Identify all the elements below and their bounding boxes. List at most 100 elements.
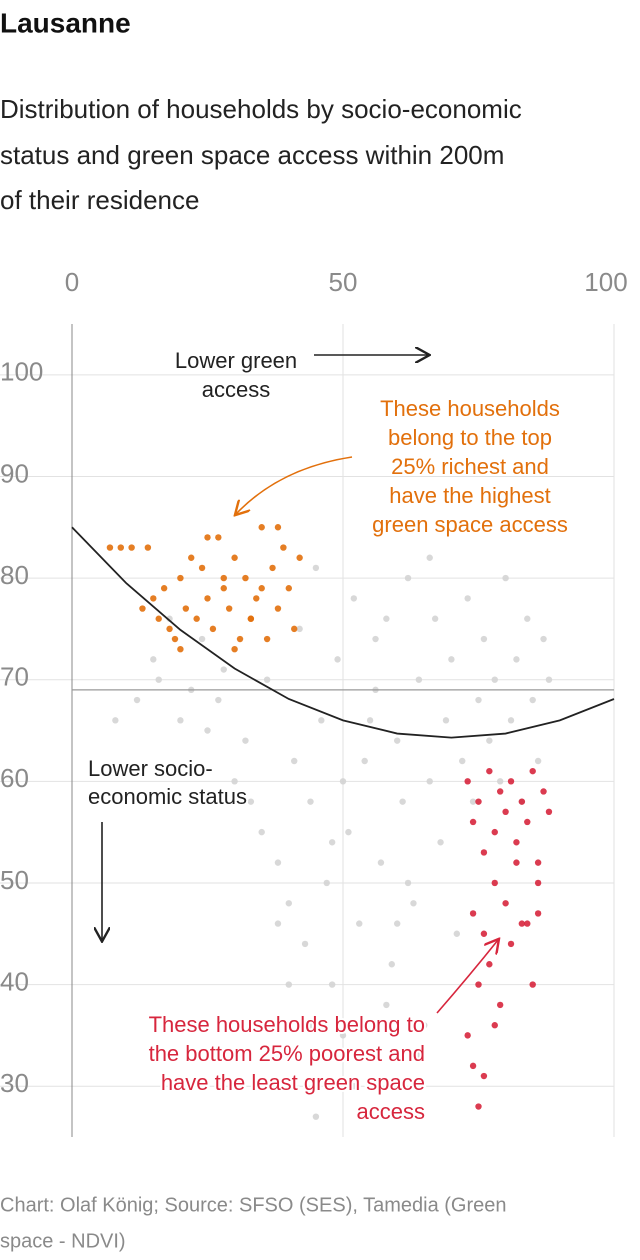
point (150, 656, 157, 663)
point (307, 1022, 314, 1029)
point (540, 635, 547, 643)
point (366, 1082, 374, 1090)
point (291, 757, 298, 765)
annotation: These households (380, 396, 560, 421)
point (269, 564, 276, 572)
point (507, 940, 515, 948)
annotation: belong to the top (388, 425, 552, 450)
point (464, 595, 471, 602)
point (247, 798, 255, 805)
point (144, 544, 152, 551)
point (296, 625, 303, 633)
point (426, 778, 433, 785)
point (209, 625, 217, 633)
point (518, 920, 526, 927)
annotation: economic status (88, 784, 247, 809)
y-tick-label: 80 (0, 560, 29, 590)
point (285, 900, 292, 907)
point (263, 676, 271, 683)
point (263, 635, 271, 643)
point (177, 646, 184, 653)
point (215, 696, 222, 704)
y-tick-label: 50 (0, 865, 29, 895)
annotation: Lower green (175, 348, 297, 373)
point (220, 574, 227, 582)
point (112, 717, 119, 724)
y-tick-label: 30 (0, 1068, 29, 1098)
x-tick-label: 100 (584, 267, 627, 297)
point (285, 981, 292, 988)
point (475, 696, 482, 704)
point (274, 524, 282, 531)
point (475, 798, 482, 805)
point (339, 778, 347, 785)
y-tick-label: 90 (0, 458, 29, 488)
point (534, 910, 542, 917)
point (415, 676, 423, 683)
point (231, 554, 238, 561)
point (291, 625, 298, 633)
point (236, 635, 244, 643)
point (486, 767, 493, 775)
y-tick-label: 40 (0, 966, 29, 996)
chart-title: Lausanne (0, 7, 131, 38)
annotation: Lower socio- (88, 756, 213, 781)
point (524, 615, 531, 622)
point (328, 839, 336, 846)
point (258, 585, 265, 592)
point (247, 615, 255, 622)
y-tick-label: 100 (0, 357, 43, 387)
point (128, 544, 135, 551)
point (242, 737, 249, 744)
point (480, 1072, 488, 1080)
point (513, 859, 520, 866)
point (198, 635, 206, 643)
point (274, 859, 282, 866)
point (534, 757, 542, 765)
point (442, 717, 450, 724)
point (106, 544, 114, 551)
point (155, 676, 162, 683)
point (231, 778, 238, 785)
point (507, 778, 515, 785)
point (421, 1022, 428, 1029)
y-tick-label: 60 (0, 763, 29, 793)
point (215, 534, 222, 541)
point (204, 727, 211, 734)
point (448, 656, 455, 663)
point (394, 920, 401, 927)
point (307, 798, 314, 805)
point (394, 737, 401, 744)
point (486, 737, 493, 744)
point (366, 717, 374, 724)
point (410, 900, 417, 907)
point (356, 920, 363, 927)
point (518, 798, 526, 805)
point (475, 1103, 482, 1110)
x-tick-label: 0 (65, 267, 79, 297)
point (204, 595, 211, 602)
point (204, 534, 211, 541)
subtitle: status and green space access within 200… (0, 140, 504, 170)
point (253, 595, 260, 602)
arrow (436, 940, 498, 1014)
arrows (102, 355, 498, 1014)
subtitle: Distribution of households by socio-econ… (0, 94, 522, 124)
point (507, 717, 515, 724)
point (312, 1113, 320, 1120)
point (150, 595, 157, 602)
point (334, 656, 341, 663)
annotation: the bottom 25% poorest and (149, 1041, 425, 1066)
point (220, 666, 227, 673)
point (198, 564, 206, 572)
point (524, 920, 531, 927)
point (225, 605, 233, 612)
point (383, 1001, 390, 1009)
point (193, 615, 200, 622)
point (491, 1022, 498, 1029)
point (312, 564, 320, 572)
point (274, 605, 282, 612)
point (117, 544, 124, 551)
point (534, 879, 542, 887)
